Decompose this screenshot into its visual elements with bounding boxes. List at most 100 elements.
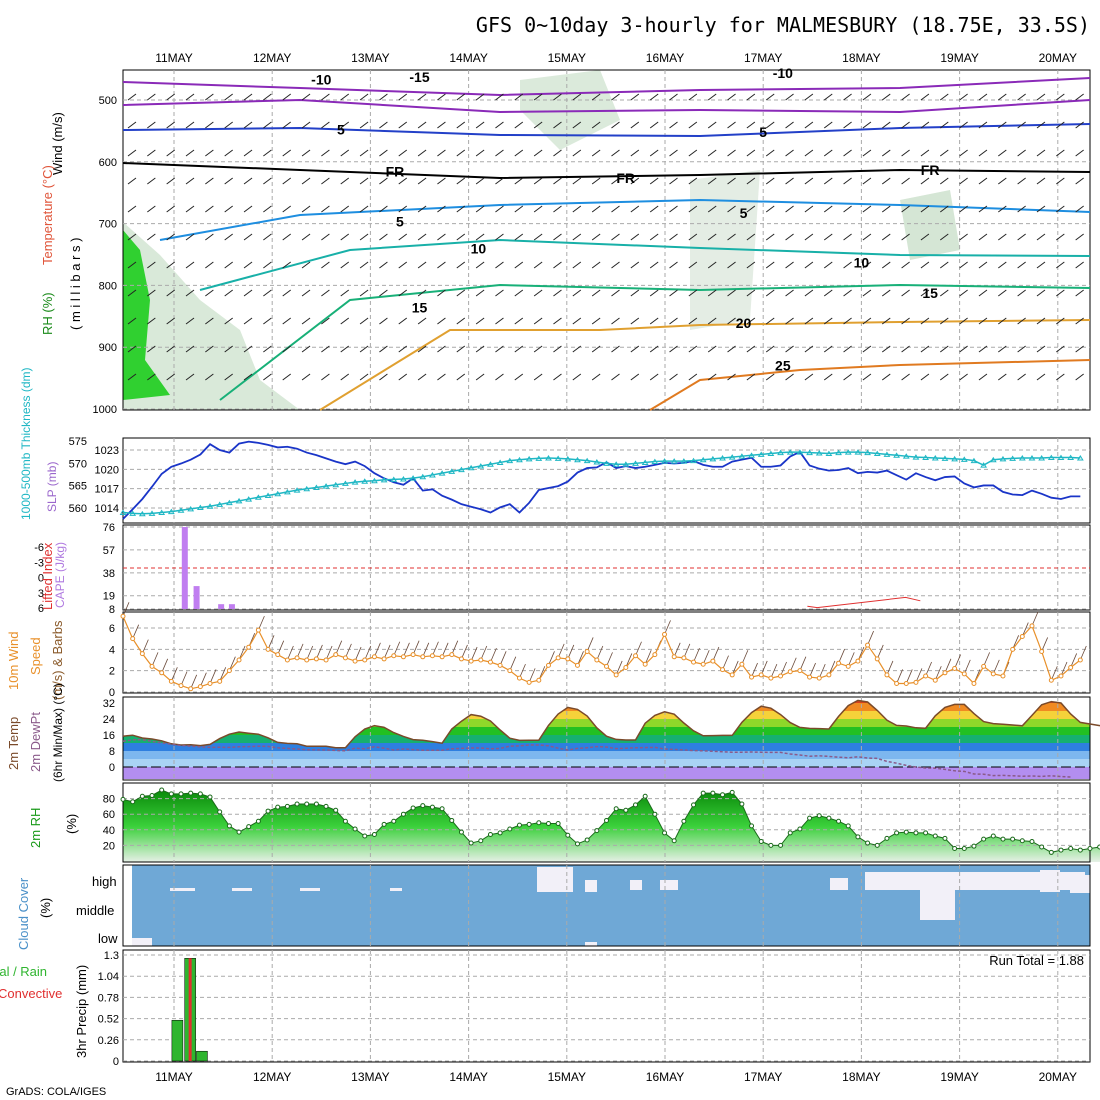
rh-point — [478, 838, 484, 844]
wind-barb — [649, 121, 659, 129]
wind-barb — [456, 233, 466, 241]
wind-barb — [437, 233, 446, 241]
wind-barb — [495, 373, 504, 381]
wind-barb — [997, 177, 1007, 185]
precip-tick: 1.04 — [98, 971, 119, 983]
thickness-point — [574, 456, 581, 463]
wind-speed-point — [623, 664, 629, 670]
wind-barb — [997, 93, 1007, 101]
wind-barb — [862, 205, 872, 213]
wind-speed-point — [420, 654, 426, 660]
wind-barb — [978, 205, 988, 213]
upper-air-frame — [122, 69, 1091, 411]
wind-barb — [199, 672, 207, 687]
wind-speed-point — [845, 663, 851, 669]
thickness-point — [709, 455, 717, 462]
wind-speed-point — [681, 655, 687, 661]
wind-speed-point — [1048, 677, 1054, 683]
cloud-cell — [660, 880, 678, 890]
wind-barb — [630, 233, 640, 241]
wind-barb — [978, 93, 988, 101]
wind-barb — [611, 205, 620, 213]
li-tick: -6 — [34, 542, 44, 554]
wind-barb — [340, 205, 350, 213]
wind-barb — [1017, 149, 1026, 157]
wind-barb — [843, 93, 852, 101]
wind-barb — [533, 205, 543, 213]
wind-barb — [359, 289, 369, 297]
wind-barb — [862, 93, 872, 101]
wind-barb — [166, 373, 175, 381]
wind-barb — [978, 289, 988, 297]
rh-point — [633, 802, 639, 808]
label-wind: Wind (m/s) — [50, 112, 65, 175]
wind-barb — [432, 641, 439, 656]
rh-point — [574, 841, 580, 847]
wind-barb — [649, 373, 659, 381]
wind-barb — [843, 373, 852, 381]
wind-barb — [437, 373, 446, 381]
wind-barb — [514, 289, 524, 297]
wind-barb — [673, 642, 681, 657]
wind-barb — [379, 149, 388, 157]
wind-barb — [553, 289, 562, 297]
wind-barb — [823, 317, 833, 325]
wind-barb — [553, 149, 562, 157]
wind-barb — [132, 624, 140, 639]
thickness-point — [593, 459, 601, 465]
wind-barb — [475, 233, 485, 241]
rh-shade-high — [123, 230, 170, 400]
rh-point — [961, 846, 967, 852]
thickness-point — [380, 476, 388, 483]
wind-barb — [282, 93, 292, 101]
wind-speed-point — [139, 651, 145, 657]
wind-barb — [1021, 622, 1029, 637]
rh-point — [207, 794, 213, 800]
wind-barb — [867, 630, 874, 646]
wind-barb — [649, 289, 659, 297]
wind-barb — [785, 233, 794, 241]
wind-barb — [630, 177, 640, 185]
wind-barb — [321, 205, 330, 213]
precip-panel: 0 0.26 0.52 0.78 1.04 1.3 — [98, 949, 1091, 1068]
rh-point — [226, 823, 232, 829]
wind-barb — [282, 177, 292, 185]
pressure-tick: 700 — [99, 219, 117, 231]
thickness-point — [1028, 455, 1036, 461]
wind-barb — [920, 261, 930, 269]
wind-barb — [1075, 177, 1084, 185]
temp-line — [122, 699, 1100, 749]
wind-barb — [127, 373, 137, 381]
wind-barb — [901, 345, 910, 353]
wind-barb — [238, 645, 246, 661]
wind-barb — [557, 643, 565, 659]
precip-tick: 0.78 — [98, 992, 119, 1004]
wind-barb — [514, 317, 524, 325]
wind-barb — [765, 289, 775, 297]
thickness-point — [632, 460, 639, 466]
rh-point — [739, 801, 745, 807]
wind-barb — [746, 261, 756, 269]
wind-barb — [1036, 261, 1046, 269]
wind-barb — [997, 345, 1007, 353]
slp-tick: 1023 — [95, 445, 119, 457]
thickness-point — [274, 490, 282, 497]
wind-barb — [688, 177, 698, 185]
thickness-point — [458, 466, 465, 473]
wind-barb — [282, 121, 292, 129]
wind-speed-point — [874, 656, 880, 662]
wind-panel: 0 2 4 6 — [109, 602, 1091, 699]
wind-barb — [1060, 661, 1068, 677]
wind-speed-point — [807, 674, 813, 680]
wind-barb — [185, 345, 195, 353]
wind-speed-point — [710, 658, 716, 664]
wind-barb — [475, 121, 485, 129]
wind-barb — [572, 233, 582, 241]
rh-point — [168, 791, 174, 797]
wind-barb — [649, 205, 659, 213]
thickness-point — [767, 450, 775, 457]
wind-barb — [553, 317, 562, 325]
wind-barb — [1017, 317, 1026, 325]
wind-barb — [514, 121, 524, 129]
